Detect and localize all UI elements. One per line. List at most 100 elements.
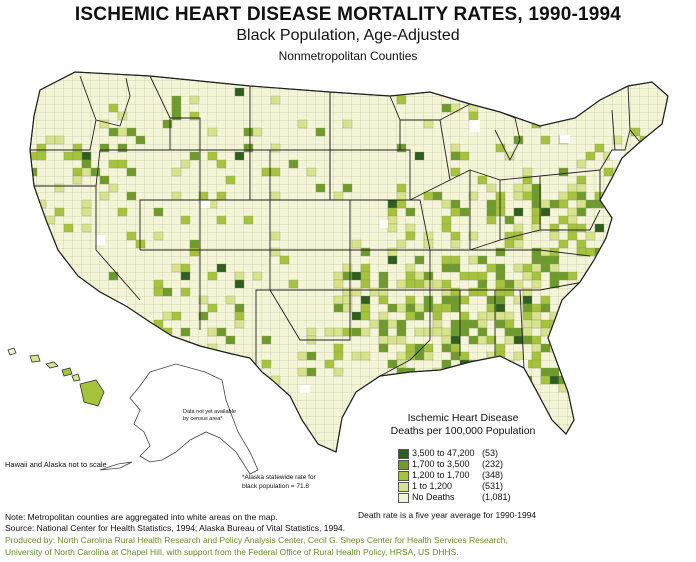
legend-label: 1,700 to 3,500: [412, 459, 470, 469]
legend-label: 1 to 1,200: [412, 481, 453, 491]
legend-count: (53): [482, 448, 499, 458]
county-cell: [378, 335, 389, 345]
county-cell: [657, 351, 668, 361]
county-cell: [261, 431, 272, 441]
county-cell: [36, 335, 47, 345]
county-cell: [477, 311, 488, 321]
county-cell: [171, 263, 182, 273]
alaska-rate-note-line2: black population = 71.8: [242, 483, 310, 490]
county-cell: [333, 303, 344, 313]
county-cell: [54, 135, 65, 145]
county-cell: [450, 103, 461, 113]
county-cell: [558, 271, 569, 281]
county-cell: [468, 255, 479, 265]
county-cell: [342, 271, 353, 281]
county-cell: [540, 247, 551, 257]
county-cell: [441, 303, 452, 313]
alaska-data-note-line1: Data not yet available: [183, 409, 236, 415]
county-cell: [423, 271, 434, 281]
county-cell: [522, 303, 533, 313]
county-cell: [639, 431, 650, 441]
county-cell: [576, 199, 587, 209]
county-cell: [81, 359, 92, 369]
county-cell: [315, 127, 326, 137]
county-cell: [639, 135, 650, 145]
county-cell: [306, 72, 317, 81]
county-cell: [306, 327, 317, 337]
county-cell: [531, 319, 542, 329]
county-cell: [423, 351, 434, 361]
county-cell: [405, 311, 416, 321]
county-cell: [567, 207, 578, 217]
county-cell: [603, 407, 614, 417]
county-cell: [81, 159, 92, 169]
county-cell: [459, 351, 470, 361]
county-cell: [495, 207, 506, 217]
county-cell: [396, 335, 407, 345]
county-cell: [126, 127, 137, 137]
county-cell: [243, 215, 254, 225]
alaska-outline: [99, 363, 259, 475]
county-cell: [270, 247, 281, 257]
county-cell: [36, 143, 47, 153]
county-cell: [396, 143, 407, 153]
county-cell: [468, 191, 479, 201]
county-cell: [189, 151, 200, 161]
county-cell: [378, 327, 389, 337]
county-cell: [576, 207, 587, 217]
county-cell: [423, 231, 434, 241]
county-cell: [576, 191, 587, 201]
county-cell: [108, 183, 119, 193]
county-cell: [252, 383, 263, 393]
county-cell: [540, 367, 551, 377]
county-cell: [81, 167, 92, 177]
county-cell: [540, 199, 551, 209]
county-cell: [243, 127, 254, 137]
county-cell: [504, 327, 515, 337]
county-cell: [513, 263, 524, 273]
county-cell: [468, 367, 479, 377]
county-cell: [513, 207, 524, 217]
county-cell: [405, 223, 416, 233]
county-cell: [432, 367, 443, 377]
county-cell: [387, 199, 398, 209]
county-cell: [450, 343, 461, 353]
county-cell: [288, 159, 299, 169]
county-cell: [540, 447, 551, 452]
county-cell: [540, 295, 551, 305]
county-cell: [631, 456, 640, 464]
county-cell: [477, 255, 488, 265]
county-cell: [531, 335, 542, 345]
county-cell: [414, 303, 425, 313]
alaska-rate-note: *Alaska statewide rate for black populat…: [242, 473, 316, 491]
county-cell: [414, 72, 425, 81]
county-cell: [504, 335, 515, 345]
county-cell: [360, 303, 371, 313]
county-cell: [477, 175, 488, 185]
county-cell: [522, 311, 533, 321]
county-cell: [648, 135, 659, 145]
county-cell: [450, 239, 461, 249]
county-cell: [360, 247, 371, 257]
county-cell: [405, 343, 416, 353]
county-cell: [72, 175, 83, 185]
county-cell: [387, 215, 398, 225]
legend-swatch: [398, 482, 409, 492]
county-cell: [441, 215, 452, 225]
county-cell: [504, 215, 515, 225]
county-cell: [171, 103, 182, 113]
legend-label: 3,500 to 47,200: [412, 448, 475, 458]
county-cell: [468, 271, 479, 281]
county-cell: [153, 231, 164, 241]
county-cell: [216, 215, 227, 225]
alaska-data-note-line2: by census area*: [183, 416, 223, 422]
county-cell: [630, 159, 641, 169]
county-cell: [126, 359, 137, 369]
metro-area: [300, 385, 310, 393]
county-cell: [450, 335, 461, 345]
county-cell: [576, 223, 587, 233]
county-cell: [378, 279, 389, 289]
county-cell: [585, 151, 596, 161]
county-cell: [522, 167, 533, 177]
county-cell: [441, 255, 452, 265]
